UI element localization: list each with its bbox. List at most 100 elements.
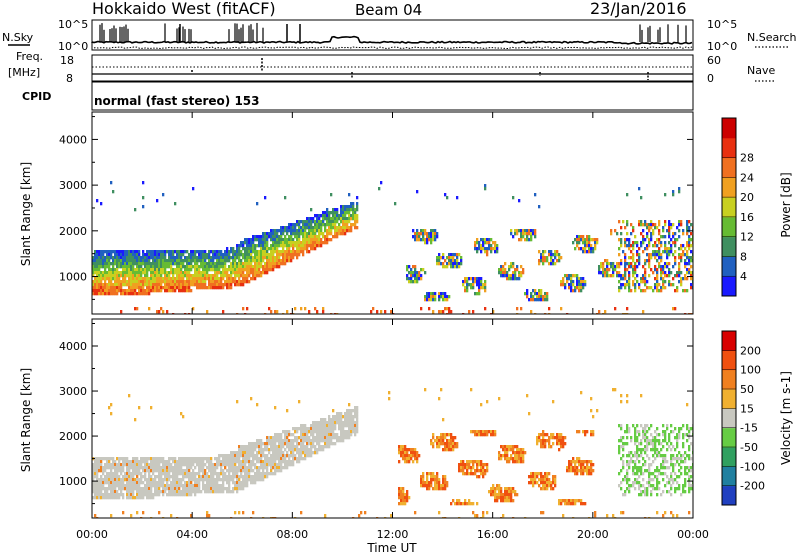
velocity-cell (618, 472, 621, 476)
velocity-cell (244, 469, 247, 473)
power-cell (162, 310, 165, 314)
power-cell (274, 244, 277, 248)
velocity-cell (204, 487, 207, 491)
velocity-cell (404, 496, 407, 500)
power-cell (92, 268, 95, 272)
power-cell (104, 268, 107, 272)
velocity-cell (342, 421, 345, 425)
velocity-cell (432, 478, 435, 482)
power-cell (302, 223, 305, 227)
power-cell (268, 256, 271, 260)
power-cell (272, 265, 275, 269)
power-cell (174, 283, 177, 287)
velocity-cell (576, 430, 579, 434)
velocity-cell (150, 478, 153, 482)
power-cell (126, 262, 129, 266)
velocity-cell (568, 466, 571, 470)
velocity-cell (184, 457, 187, 461)
velocity-cell (180, 472, 183, 476)
power-cell (230, 262, 233, 266)
velocity-cell (234, 484, 237, 488)
power-cell (242, 271, 245, 275)
power-cell (164, 259, 167, 263)
velocity-cell (342, 433, 345, 437)
velocity-cell (216, 463, 219, 467)
power-cell (338, 214, 341, 218)
velocity-cell (506, 487, 509, 491)
power-cell (232, 265, 235, 269)
velocity-cell (292, 442, 295, 446)
velocity-cell (148, 484, 151, 488)
power-cell (172, 274, 175, 278)
power-cell (180, 271, 183, 275)
velocity-cell (276, 463, 279, 467)
power-cell (662, 271, 665, 275)
velocity-cell (252, 442, 255, 446)
power-cell (332, 226, 335, 230)
power-cell (532, 295, 535, 299)
velocity-cell (220, 487, 223, 491)
velocity-cell (176, 490, 179, 494)
power-cell (282, 241, 285, 245)
power-cell (604, 310, 607, 314)
velocity-cell (586, 463, 589, 467)
velocity-cell (440, 433, 443, 437)
velocity-cell (216, 475, 219, 479)
power-cell (188, 289, 191, 293)
velocity-cell (304, 436, 307, 440)
power-cell (98, 283, 101, 287)
velocity-cell (254, 466, 257, 470)
velocity-cell (120, 457, 123, 461)
power-cell (644, 238, 647, 242)
velocity-cell (352, 421, 355, 425)
power-cell (282, 232, 285, 236)
power-cell (194, 259, 197, 263)
velocity-cell (140, 463, 143, 467)
power-cell (410, 280, 413, 284)
velocity-cell (504, 487, 507, 491)
velocity-cell (306, 427, 309, 431)
velocity-cell (92, 466, 95, 470)
power-cell (150, 271, 153, 275)
power-cell (142, 280, 145, 284)
velocity-cell (248, 445, 251, 449)
power-cell (632, 268, 635, 272)
velocity-cell (312, 424, 315, 428)
velocity-cell (626, 454, 629, 458)
power-cell (292, 247, 295, 251)
power-cell (308, 244, 311, 248)
power-cell (186, 259, 189, 263)
power-cell (442, 295, 445, 299)
power-cell (198, 265, 201, 269)
power-cell (226, 259, 229, 263)
velocity-cell (338, 439, 341, 443)
velocity-cell (402, 496, 405, 500)
velocity-cell (178, 481, 181, 485)
power-cell (146, 292, 149, 296)
power-cell (352, 202, 355, 206)
power-cell (672, 265, 675, 269)
power-cell (664, 220, 667, 224)
velocity-cell (106, 478, 109, 482)
velocity-cell (486, 400, 489, 404)
velocity-cell (492, 490, 495, 494)
velocity-cell (400, 487, 403, 491)
velocity-cell (282, 451, 285, 455)
power-cell (278, 250, 281, 254)
velocity-cell (286, 430, 289, 434)
power-cell (338, 217, 341, 221)
power-cell (492, 247, 495, 251)
velocity-cell (154, 466, 157, 470)
velocity-cell (198, 469, 201, 473)
power-cell (656, 268, 659, 272)
power-cell (246, 259, 249, 263)
power-cell (640, 232, 643, 236)
power-cell (258, 235, 261, 239)
power-cell (580, 277, 583, 281)
velocity-cell (288, 439, 291, 443)
velocity-cell (316, 427, 319, 431)
velocity-cell (344, 424, 347, 428)
power-cell (288, 253, 291, 257)
power-cell (678, 280, 681, 284)
power-cell (552, 259, 555, 263)
